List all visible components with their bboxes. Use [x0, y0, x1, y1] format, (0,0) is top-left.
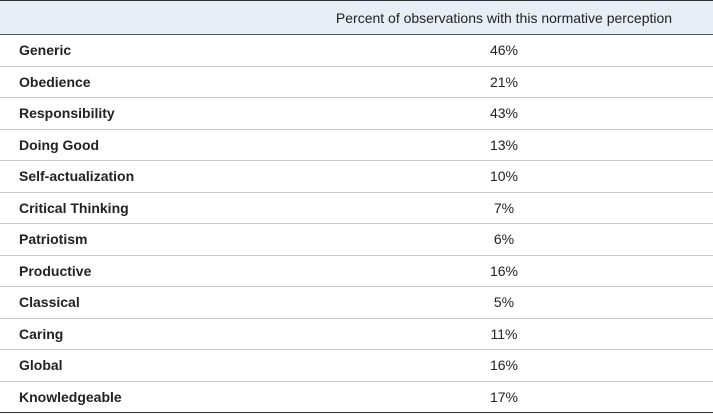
- row-label: Global: [0, 349, 295, 382]
- percent-cell: 10%: [295, 160, 713, 193]
- percent-cell: 43%: [295, 97, 713, 130]
- percent-cell: 16%: [295, 255, 713, 287]
- percent-cell: 7%: [295, 192, 713, 224]
- percent-cell: 11%: [295, 318, 713, 350]
- row-label: Productive: [0, 255, 295, 287]
- table-row: Classical 5%: [0, 286, 713, 319]
- row-label: Obedience: [0, 66, 295, 98]
- percent-cell: 5%: [295, 286, 713, 319]
- percent-cell: 16%: [295, 349, 713, 382]
- percent-cell: 6%: [295, 223, 713, 256]
- percent-cell: 17%: [295, 381, 713, 413]
- row-label: Doing Good: [0, 129, 295, 161]
- percent-cell: 13%: [295, 129, 713, 161]
- table-body: Generic 46% Obedience 21% Responsibility 43% D…: [0, 34, 713, 413]
- table-row: Patriotism 6%: [0, 223, 713, 256]
- row-label: Patriotism: [0, 223, 295, 256]
- table-row: Global 16%: [0, 349, 713, 382]
- header-row: Percent of observations with this normat…: [0, 0, 713, 35]
- table-row: Productive 16%: [0, 255, 713, 287]
- row-label: Knowledgeable: [0, 381, 295, 413]
- table-row: Responsibility 43%: [0, 97, 713, 130]
- row-label: Responsibility: [0, 97, 295, 130]
- table-row: Critical Thinking 7%: [0, 192, 713, 224]
- table-row: Caring 11%: [0, 318, 713, 350]
- header-cell: Percent of observations with this normat…: [295, 0, 713, 35]
- table-row: Obedience 21%: [0, 66, 713, 98]
- table-row: Knowledgeable 17%: [0, 381, 713, 413]
- row-label: Caring: [0, 318, 295, 350]
- table-row: Self-actualization 10%: [0, 160, 713, 193]
- table-row: Doing Good 13%: [0, 129, 713, 161]
- row-label: Self-actualization: [0, 160, 295, 193]
- header-cell: [0, 0, 295, 35]
- row-label: Generic: [0, 34, 295, 67]
- row-label: Classical: [0, 286, 295, 319]
- table-header: Percent of observations with this normat…: [0, 0, 713, 35]
- percent-cell: 46%: [295, 34, 713, 67]
- table-row: Generic 46%: [0, 34, 713, 67]
- row-label: Critical Thinking: [0, 192, 295, 224]
- percent-cell: 21%: [295, 66, 713, 98]
